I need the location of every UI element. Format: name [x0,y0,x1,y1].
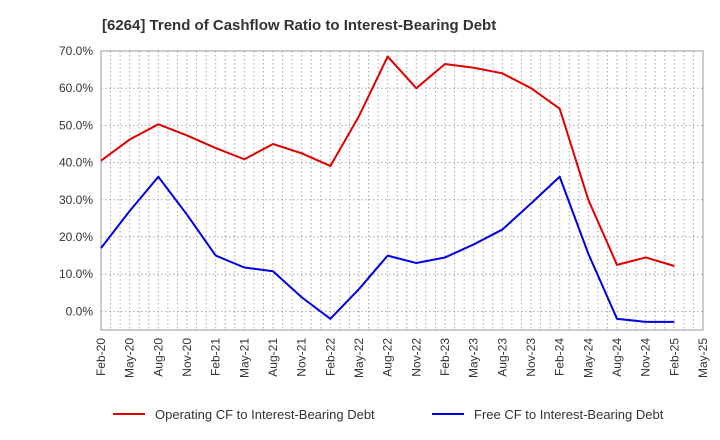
x-tick-label: Feb-25 [667,338,681,376]
x-tick-label: Aug-24 [610,338,624,377]
y-tick-label: 60.0% [59,81,93,95]
y-tick-label: 30.0% [59,193,93,207]
y-tick-label: 20.0% [59,230,93,244]
x-tick-label: May-21 [237,338,251,378]
x-tick-label: Feb-22 [323,338,337,376]
legend-label: Operating CF to Interest-Bearing Debt [155,407,375,422]
series-group [100,55,675,323]
y-tick-label: 10.0% [59,267,93,281]
x-tick-label: May-25 [696,338,710,378]
x-tick-label: Aug-23 [495,338,509,377]
x-tick-label: Aug-21 [266,338,280,377]
x-tick-label: Feb-21 [209,338,223,376]
y-axis: 0.0% 10.0% 20.0% 30.0% 40.0% 50.0% 60.0% 70.0% [59,44,93,318]
x-axis: Feb-20 May-20 Aug-20 Nov-20 Feb-21 May-21 Aug-… [94,338,710,378]
x-tick-label: Nov-23 [524,338,538,377]
y-tick-label: 50.0% [59,118,93,132]
x-tick-label: Nov-22 [409,338,423,377]
y-tick-label: 0.0% [66,304,94,318]
x-tick-label: Aug-20 [151,338,165,377]
x-tick-label: Feb-24 [553,338,567,376]
x-tick-label: Aug-22 [381,338,395,377]
plot-area [100,50,704,331]
y-tick-label: 40.0% [59,156,93,170]
x-tick-label: Nov-21 [295,338,309,377]
x-tick-label: Feb-20 [94,338,108,376]
legend-label: Free CF to Interest-Bearing Debt [474,407,664,422]
x-tick-label: Nov-20 [180,338,194,377]
x-tick-label: May-22 [352,338,366,378]
grid [101,50,703,330]
legend: Operating CF to Interest-Bearing Debt Fre… [113,407,664,422]
x-tick-label: May-20 [123,338,137,378]
y-tick-label: 70.0% [59,44,93,58]
chart-title: [6264] Trend of Cashflow Ratio to Intere… [102,17,496,34]
x-tick-label: May-24 [581,338,595,378]
x-tick-label: Nov-24 [639,338,653,377]
x-tick-label: Feb-23 [438,338,452,376]
x-tick-label: May-23 [467,338,481,378]
